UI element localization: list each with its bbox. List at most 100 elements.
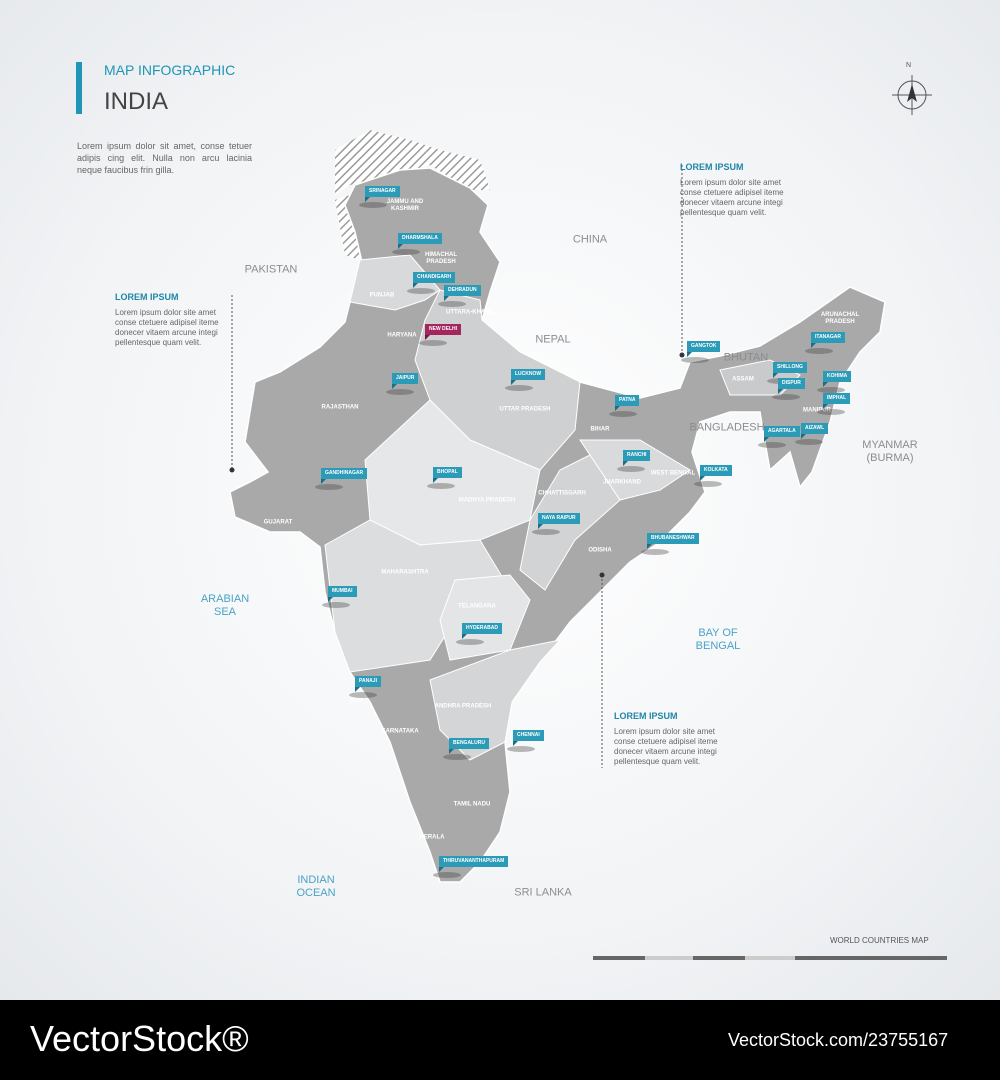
sea-label: BAY OF BENGAL xyxy=(695,627,741,652)
flag-shadow xyxy=(609,411,637,417)
sea-label: INDIAN OCEAN xyxy=(296,874,336,899)
state-label: HARYANA xyxy=(387,332,417,339)
watermark-id: VectorStock.com/23755167 xyxy=(728,1030,949,1050)
city-flag: JAIPUR xyxy=(392,373,419,389)
callout: LOREM IPSUM Lorem ipsum dolor site amet c… xyxy=(614,711,734,767)
city-flag: BHOPAL xyxy=(433,467,462,483)
state-label: KARNATAKA xyxy=(381,728,419,735)
flag-shadow xyxy=(817,387,845,393)
city-flag: NAYA RAIPUR xyxy=(538,513,580,529)
flag-shadow xyxy=(392,249,420,255)
flag-shadow xyxy=(772,394,800,400)
city-flag: DISPUR xyxy=(778,378,805,394)
state-label: KERALA xyxy=(419,834,445,841)
region-light xyxy=(579,439,691,501)
flag-shadow xyxy=(758,442,786,448)
state-label: GUJARAT xyxy=(263,519,293,526)
callout-text: Lorem ipsum dolor site amet conse ctetue… xyxy=(115,308,219,347)
title: INDIA xyxy=(104,88,169,115)
leader-dot xyxy=(599,572,605,578)
city-flag: RANCHI xyxy=(623,450,651,466)
city-flag: AIZAWL xyxy=(801,423,829,439)
state-label: CHHATTISGARH xyxy=(538,490,586,497)
city-flag: PANAJI xyxy=(355,676,381,692)
flag-shadow xyxy=(532,529,560,535)
city-flag: CHENNAI xyxy=(513,730,544,746)
state-label: ANDHRA PRADESH xyxy=(434,703,492,710)
state-label: HIMACHAL PRADESH xyxy=(425,252,457,265)
country-label: PAKISTAN xyxy=(244,263,298,276)
city-flag: THIRUVANANTHAPURAM xyxy=(439,856,509,872)
scale-bar xyxy=(593,956,947,960)
city-flag: KOLKATA xyxy=(700,465,732,481)
state-label: MADHYA PRADESH xyxy=(458,497,516,504)
flag-shadow xyxy=(617,466,645,472)
state-label: BIHAR xyxy=(590,426,610,433)
city-flag: PATNA xyxy=(615,395,640,411)
title-bar xyxy=(76,62,82,114)
city-flag: DEHRADUN xyxy=(444,285,481,301)
state-label: ARUNACHAL PRADESH xyxy=(820,312,860,325)
flag-shadow xyxy=(817,409,845,415)
city-flag: DHARMSHALA xyxy=(398,233,442,249)
flag-shadow xyxy=(359,202,387,208)
state-label: MAHARASHTRA xyxy=(381,569,429,576)
country-label: BANGLADESH xyxy=(689,421,765,434)
description: Lorem ipsum dolor sit amet, conse tetuer… xyxy=(77,141,252,175)
flag-shadow xyxy=(349,692,377,698)
flag-shadow xyxy=(805,348,833,354)
city-flag: ITANAGAR xyxy=(811,332,846,348)
city-flag: BHUBANESHWAR xyxy=(647,533,699,549)
city-flag: KOHIMA xyxy=(823,371,852,387)
flag-shadow xyxy=(795,439,823,445)
state-label: JAMMU AND KASHMIR xyxy=(386,199,424,212)
callout-text: Lorem ipsum dolor site amet conse ctetue… xyxy=(680,178,784,217)
flag-shadow xyxy=(641,549,669,555)
callout-title: LOREM IPSUM xyxy=(614,711,678,721)
flag-shadow xyxy=(507,746,535,752)
flag-shadow xyxy=(427,483,455,489)
country-label: NEPAL xyxy=(535,333,571,346)
flag-shadow xyxy=(419,340,447,346)
city-flag: MUMBAI xyxy=(328,586,357,602)
city-flag: AGARTALA xyxy=(764,426,800,442)
state-label: GOA xyxy=(349,698,363,705)
city-flag: CHANDIGARH xyxy=(413,272,456,288)
disputed-area xyxy=(335,195,360,260)
state-label: UTTAR PRADESH xyxy=(499,406,551,413)
city-flag: GANDHINAGAR xyxy=(321,468,368,484)
flag-shadow xyxy=(681,357,709,363)
callout-text: Lorem ipsum dolor site amet conse ctetue… xyxy=(614,727,718,766)
subtitle: MAP INFOGRAPHIC xyxy=(104,62,236,78)
compass-label: N xyxy=(906,62,912,69)
state-label: PUNJAB xyxy=(369,292,395,299)
flag-shadow xyxy=(407,288,435,294)
callout: LOREM IPSUM Lorem ipsum dolor site amet c… xyxy=(680,162,800,218)
state-label: TELANGANA xyxy=(458,603,496,610)
map xyxy=(76,62,947,960)
callout: LOREM IPSUM Lorem ipsum dolor site amet c… xyxy=(115,292,235,348)
flag-shadow xyxy=(456,639,484,645)
state-label: WEST BENGAL xyxy=(650,470,696,477)
flag-shadow xyxy=(322,602,350,608)
city-flag: SHILLONG xyxy=(773,362,807,378)
callout-title: LOREM IPSUM xyxy=(680,162,744,172)
flag-shadow xyxy=(386,389,414,395)
city-flag: BENGALURU xyxy=(449,738,489,754)
flag-shadow xyxy=(505,385,533,391)
region-light xyxy=(414,289,581,471)
state-label: TAMIL NADU xyxy=(453,801,491,808)
country-label: BHUTAN xyxy=(723,351,769,364)
flag-shadow xyxy=(694,481,722,487)
region-light xyxy=(349,254,441,311)
state-label: ODISHA xyxy=(588,547,612,554)
country-label: MYANMAR (BURMA) xyxy=(862,439,918,464)
leader-dot xyxy=(229,467,235,473)
flag-shadow xyxy=(433,872,461,878)
country-label: CHINA xyxy=(572,233,608,246)
capital-flag: NEW DELHI xyxy=(425,324,462,340)
state-label: RAJASTHAN xyxy=(321,404,359,411)
leader-dot xyxy=(679,352,685,358)
state-label: MANIPUR xyxy=(803,407,831,414)
